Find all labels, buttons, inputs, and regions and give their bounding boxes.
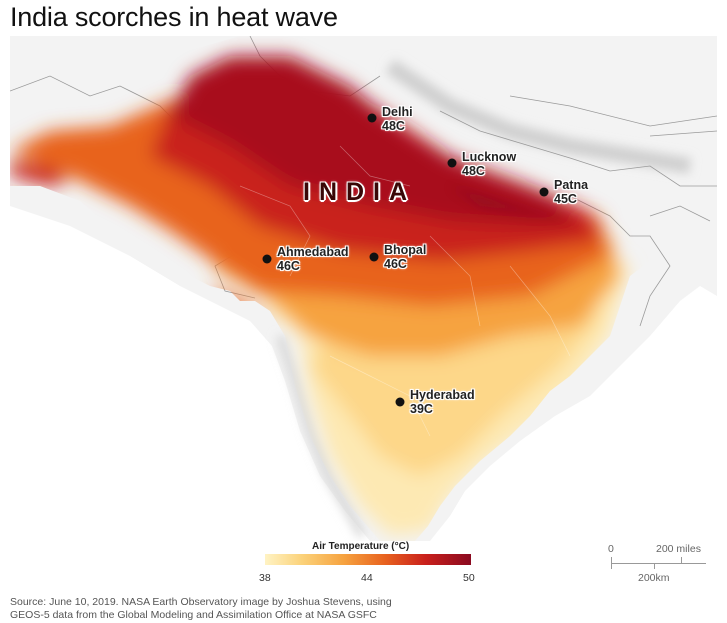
source-line-2: GEOS-5 data from the Global Modeling and… — [10, 608, 377, 621]
legend-tick-mid: 44 — [361, 572, 373, 584]
source-note: Source: June 10, 2019. NASA Earth Observ… — [10, 596, 392, 621]
city-label-hyderabad: Hyderabad 39C — [410, 388, 475, 416]
city-label-ahmedabad: Ahmedabad 46C — [277, 245, 349, 273]
city-temp: 45C — [554, 192, 577, 206]
city-marker-ahmedabad — [262, 254, 272, 264]
city-temp: 48C — [462, 164, 485, 178]
heat-map: INDIA Delhi 48C Lucknow 48C Patna 45C Ah… — [10, 36, 717, 541]
city-name: Bhopal — [384, 243, 427, 257]
legend-tick-max: 50 — [463, 572, 475, 584]
scale-miles: 200 miles — [656, 543, 701, 555]
city-temp: 48C — [382, 119, 405, 133]
india-heat-map-graphic — [10, 36, 717, 541]
city-name: Ahmedabad — [277, 245, 349, 259]
scale-bar-tick-km — [654, 563, 655, 569]
city-marker-lucknow — [447, 158, 457, 168]
city-name: Delhi — [382, 105, 413, 119]
city-marker-delhi — [367, 113, 377, 123]
city-name: Patna — [554, 178, 589, 192]
source-line-1: Source: June 10, 2019. NASA Earth Observ… — [10, 596, 392, 608]
scale-bar-tick-miles — [681, 557, 682, 563]
scale-bar-tick-left — [611, 557, 612, 569]
city-marker-bhopal — [369, 252, 379, 262]
city-marker-hyderabad — [395, 397, 405, 407]
scale-zero: 0 — [608, 543, 614, 555]
legend-color-bar — [265, 554, 471, 565]
city-label-bhopal: Bhopal 46C — [384, 243, 426, 271]
scale-bar-line — [611, 563, 706, 564]
city-label-delhi: Delhi 48C — [382, 105, 413, 133]
city-temp: 46C — [384, 257, 407, 271]
city-marker-patna — [539, 187, 549, 197]
map-title: India scorches in heat wave — [10, 2, 338, 32]
city-temp: 39C — [410, 402, 433, 416]
legend-tick-min: 38 — [259, 572, 271, 584]
city-label-patna: Patna 45C — [554, 178, 588, 206]
city-name: Lucknow — [462, 150, 517, 164]
legend-title: Air Temperature (°C) — [312, 541, 410, 552]
city-label-lucknow: Lucknow 48C — [462, 150, 516, 178]
scale-km: 200km — [638, 572, 670, 584]
city-temp: 46C — [277, 259, 300, 273]
city-name: Hyderabad — [410, 388, 475, 402]
country-label-india: INDIA — [303, 178, 417, 206]
